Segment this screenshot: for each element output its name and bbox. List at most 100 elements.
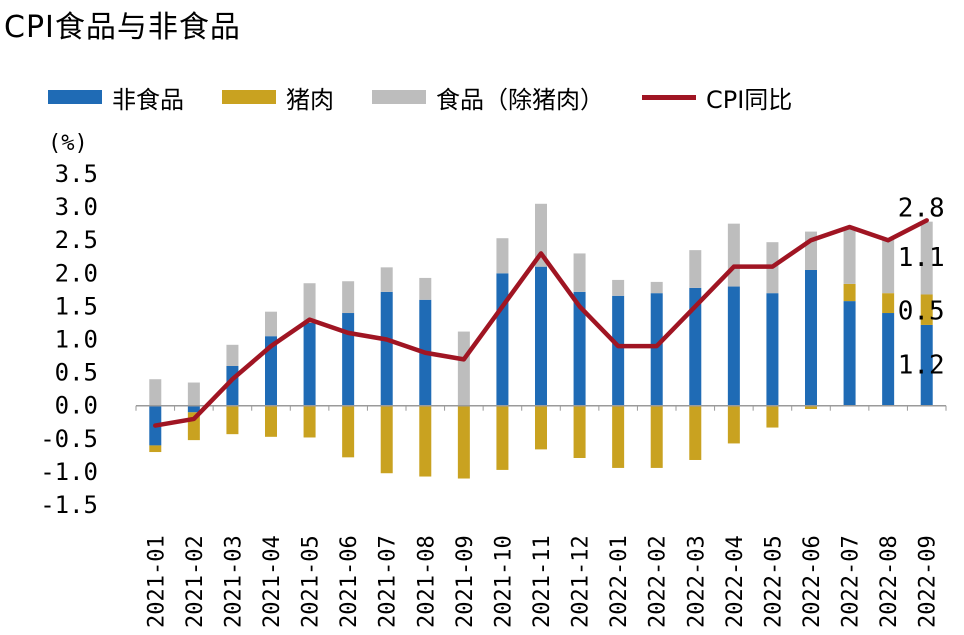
bar-nonfood <box>380 291 393 406</box>
bar-nonfood <box>573 291 586 406</box>
x-tick-label: 2022-08 <box>877 535 902 628</box>
bar-pork <box>882 293 895 314</box>
bar-pork <box>612 405 625 468</box>
cpi-line <box>153 218 929 428</box>
legend-swatch-food-ex-pork <box>372 90 426 104</box>
bar-nonfood <box>187 405 200 413</box>
bar-food-ex-pork <box>149 379 162 406</box>
data-label: 1.1 <box>898 243 945 273</box>
x-tick-label: 2021-02 <box>183 535 208 628</box>
legend-swatch-pork <box>222 90 276 104</box>
x-tick-label: 2021-12 <box>569 535 594 628</box>
x-tick-label: 2021-07 <box>376 535 401 628</box>
bar-pork <box>342 405 355 458</box>
y-tick-label: 3.5 <box>55 160 98 188</box>
bar-nonfood <box>882 313 895 406</box>
x-tick-label: 2022-04 <box>723 535 748 628</box>
bar-food-ex-pork <box>187 382 200 406</box>
x-tick-label: 2022-02 <box>646 535 671 628</box>
y-tick-label: -1.5 <box>40 491 98 519</box>
bar-pork <box>650 405 663 468</box>
bar-pork <box>226 405 239 435</box>
bar-nonfood <box>265 336 277 406</box>
y-unit-label: (%) <box>48 131 88 156</box>
x-tick-label: 2022-01 <box>607 535 632 628</box>
x-tick-label: 2021-11 <box>530 535 555 628</box>
y-tick-label: 2.5 <box>55 226 98 254</box>
bar-pork <box>496 405 509 470</box>
bar-pork <box>265 405 277 437</box>
bar-food-ex-pork <box>689 250 702 288</box>
bar-nonfood <box>496 273 509 406</box>
bar-nonfood <box>843 301 856 406</box>
y-tick-label: 1.0 <box>55 326 98 354</box>
x-tick-label: 2021-04 <box>260 535 285 628</box>
legend: 非食品 猪肉 食品（除猪肉） CPI同比 <box>48 80 830 114</box>
bar-pork <box>149 445 162 453</box>
bar-food-ex-pork <box>380 267 393 292</box>
y-tick-label: 0.0 <box>55 392 98 420</box>
y-tick-label: 3.0 <box>55 193 98 221</box>
bar-nonfood <box>805 269 817 406</box>
bar-pork <box>419 405 432 477</box>
bar-nonfood <box>689 287 702 406</box>
legend-item-cpi: CPI同比 <box>642 80 792 115</box>
legend-label-nonfood: 非食品 <box>112 85 184 114</box>
bar-food-ex-pork <box>303 283 316 323</box>
bar-nonfood <box>535 266 547 406</box>
bar-food-ex-pork <box>342 281 355 314</box>
bar-food-ex-pork <box>727 223 740 287</box>
x-tick-label: 2022-06 <box>800 535 825 628</box>
legend-item-food-ex-pork: 食品（除猪肉） <box>372 80 604 115</box>
bar-food-ex-pork <box>265 311 277 337</box>
y-tick-label: -0.5 <box>40 425 98 453</box>
x-tick-label: 2021-06 <box>337 535 362 628</box>
legend-label-pork: 猪肉 <box>286 85 334 114</box>
y-tick-label: 1.5 <box>55 292 98 320</box>
bar-pork <box>535 405 547 450</box>
legend-item-pork: 猪肉 <box>222 80 334 115</box>
bar-food-ex-pork <box>419 277 432 300</box>
data-label: 1.2 <box>898 350 945 380</box>
legend-item-nonfood: 非食品 <box>48 80 184 115</box>
y-tick-label: 0.5 <box>55 359 98 387</box>
bar-pork <box>766 405 779 428</box>
x-tick-label: 2022-05 <box>761 535 786 628</box>
bar-pork <box>573 405 586 458</box>
bar-nonfood <box>650 293 663 406</box>
bar-food-ex-pork <box>650 281 663 294</box>
bar-food-ex-pork <box>457 331 470 406</box>
bar-pork <box>689 405 702 460</box>
x-tick-label: 2021-09 <box>453 535 478 628</box>
bar-pork <box>920 294 933 325</box>
x-tick-label: 2021-10 <box>491 535 516 628</box>
bar-food-ex-pork <box>843 228 856 284</box>
x-tick-label: 2021-01 <box>144 535 169 628</box>
data-label: 2.8 <box>898 193 945 223</box>
bar-nonfood <box>727 286 740 406</box>
bar-nonfood <box>920 324 933 406</box>
y-tick-label: -1.0 <box>40 458 98 486</box>
bar-food-ex-pork <box>496 238 509 274</box>
bar-pork <box>843 283 856 302</box>
bar-pork <box>303 405 316 438</box>
bar-pork <box>805 405 817 410</box>
bar-food-ex-pork <box>573 253 586 292</box>
y-tick-label: 2.0 <box>55 259 98 287</box>
chart-title: CPI食品与非食品 <box>4 10 241 45</box>
bar-food-ex-pork <box>226 344 239 366</box>
bar-nonfood <box>342 313 355 406</box>
x-tick-label: 2022-09 <box>916 535 941 628</box>
bar-food-ex-pork <box>882 238 895 294</box>
bar-food-ex-pork <box>920 221 933 295</box>
bar-nonfood <box>612 295 625 406</box>
x-tick-label: 2021-05 <box>299 535 324 628</box>
data-label: 0.5 <box>898 297 945 327</box>
bar-pork <box>727 405 740 444</box>
legend-label-food-ex-pork: 食品（除猪肉） <box>436 85 604 114</box>
bar-nonfood <box>766 293 779 406</box>
bar-pork <box>457 405 470 479</box>
x-tick-label: 2022-07 <box>839 535 864 628</box>
bar-nonfood <box>303 322 316 406</box>
